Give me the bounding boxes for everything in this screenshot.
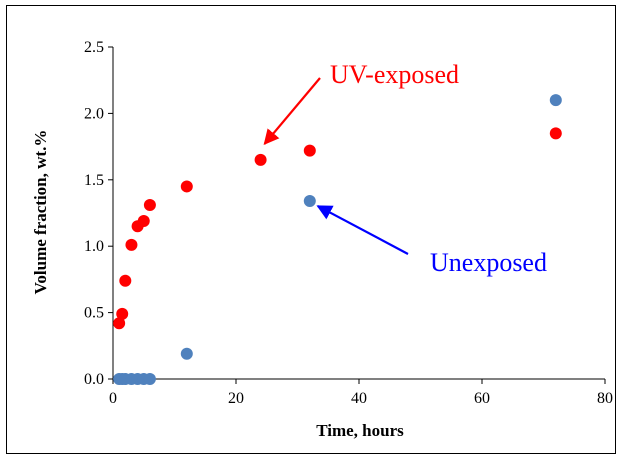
- x-tick-label: 20: [228, 390, 244, 407]
- axes: [112, 47, 605, 380]
- tick-marks: [108, 46, 606, 384]
- unexposed-point: [549, 94, 562, 107]
- y-tick-label: 1.0: [84, 238, 104, 255]
- uv-exposed-point: [125, 238, 138, 251]
- uv-exposed-point: [137, 214, 150, 227]
- y-tick-label: 0.0: [84, 371, 104, 388]
- uv-exposed-point: [116, 307, 129, 320]
- unexposed-point: [180, 347, 193, 360]
- tick-labels: 0 20 40 60 80 0.0 0.5 1.0 1.5 2.0 2.5: [84, 39, 613, 407]
- uv-exposed-point: [119, 274, 132, 287]
- uv-exposed-point: [113, 317, 126, 330]
- uv-exposed-point: [303, 144, 316, 157]
- x-tick-label: 40: [351, 390, 367, 407]
- y-tick-label: 2.5: [84, 39, 104, 56]
- annotations: UV-exposed Unexposed: [263, 60, 547, 277]
- x-tick-label: 80: [597, 390, 613, 407]
- data-points: [113, 94, 562, 385]
- uv-exposed-point: [254, 153, 267, 166]
- x-tick-label: 0: [109, 390, 117, 407]
- y-tick-label: 2.0: [84, 105, 104, 122]
- y-axis-title: Volume fraction, wt.%: [31, 130, 50, 295]
- unexposed-point: [303, 195, 316, 208]
- y-tick-label: 1.5: [84, 172, 104, 189]
- x-tick-label: 60: [474, 390, 490, 407]
- x-axis-title: Time, hours: [316, 421, 404, 440]
- annotation-uv-exposed: UV-exposed: [330, 60, 459, 89]
- y-tick-label: 0.5: [84, 305, 104, 322]
- uv-exposed-point: [180, 180, 193, 193]
- uv-exposed-point: [143, 199, 156, 212]
- annotation-unexposed: Unexposed: [430, 248, 547, 277]
- unexposed-point: [143, 373, 156, 385]
- arrow-uv-exposed: [263, 77, 321, 146]
- uv-exposed-point: [549, 127, 562, 140]
- arrow-unexposed: [316, 205, 409, 255]
